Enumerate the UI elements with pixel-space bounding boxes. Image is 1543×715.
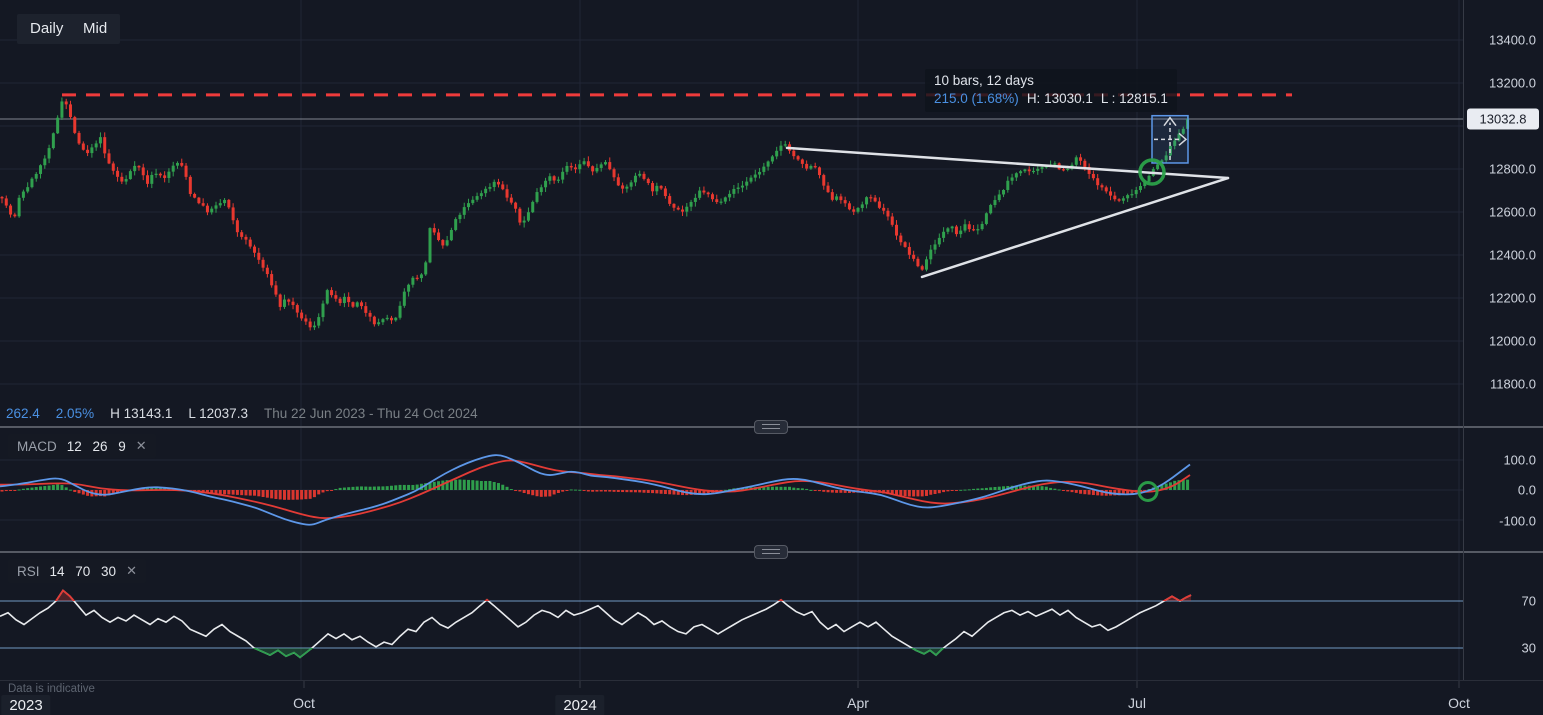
rsi-title: RSI [17,563,40,579]
measure-change: 215.0 (1.68%) [934,91,1019,106]
macd-params: 12 26 9 [66,438,126,454]
measure-high: H: 13030.1 [1026,91,1093,106]
rsi-indicator-label: RSI 14 70 30 ✕ [8,559,146,583]
time-tick-jul: Jul [1128,695,1146,711]
measure-bars-text: 10 bars, 12 days [934,73,1034,88]
time-tick-2024: 2024 [555,695,605,715]
current-price-label: 13032.8 [1467,108,1539,130]
rsi-separator-drag-handle[interactable] [754,545,788,559]
time-tick-apr: Apr [847,695,869,711]
price-tick: 13200.0 [1489,75,1536,91]
price-tick: 12400.0 [1489,247,1536,263]
price-tick: 12200.0 [1489,290,1536,306]
time-tick-oct24: Oct [1448,695,1470,711]
rsi-axis-tick: 30 [1521,640,1536,656]
macd-axis-tick: 0.0 [1517,482,1536,498]
timeframe-daily-button[interactable]: Daily [17,14,77,44]
status-bar: 262.4 2.05% H 13143.1 L 12037.3 Thu 22 Jun 2… [6,406,494,421]
time-axis[interactable]: 2023 Oct 2024 Apr Jul Oct [0,680,1543,715]
price-axis[interactable]: 13400.0 13200.0 12800.0 12600.0 12400.0 … [1463,0,1543,680]
rsi-close-icon[interactable]: ✕ [126,563,137,578]
macd-separator-drag-handle[interactable] [754,420,788,434]
data-indicative-note: Data is indicative [8,683,95,695]
rsi-params: 14 70 30 [49,563,117,579]
rsi-panel-separator[interactable] [0,545,1543,559]
measure-tooltip: 10 bars, 12 days 215.0 (1.68%) H: 13030.1… [925,69,1177,112]
price-tick: 13400.0 [1489,32,1536,48]
status-change-pct: 2.05% [55,406,95,421]
time-tick-oct23: Oct [293,695,315,711]
price-tick: 12000.0 [1489,333,1536,349]
time-tick-2023: 2023 [1,695,51,715]
macd-close-icon[interactable]: ✕ [135,438,147,453]
status-change: 262.4 [6,406,40,421]
macd-panel-separator[interactable] [0,420,1543,434]
status-date-range: Thu 22 Jun 2023 - Thu 24 Oct 2024 [263,406,478,421]
price-tick: 12800.0 [1489,161,1536,177]
price-tick: 12600.0 [1489,204,1536,220]
macd-axis-tick: 100.0 [1503,452,1536,468]
macd-indicator-label: MACD 12 26 9 ✕ [8,434,156,458]
timeframe-mid-button[interactable]: Mid [70,14,121,44]
macd-title: MACD [17,438,57,454]
macd-axis-tick: -100.0 [1499,513,1536,529]
measure-low: L : 12815.1 [1100,91,1168,106]
rsi-axis-tick: 70 [1521,593,1536,609]
price-tick: 11800.0 [1489,376,1536,392]
status-high: H 13143.1 [110,406,173,421]
status-low: L 12037.3 [188,406,248,421]
